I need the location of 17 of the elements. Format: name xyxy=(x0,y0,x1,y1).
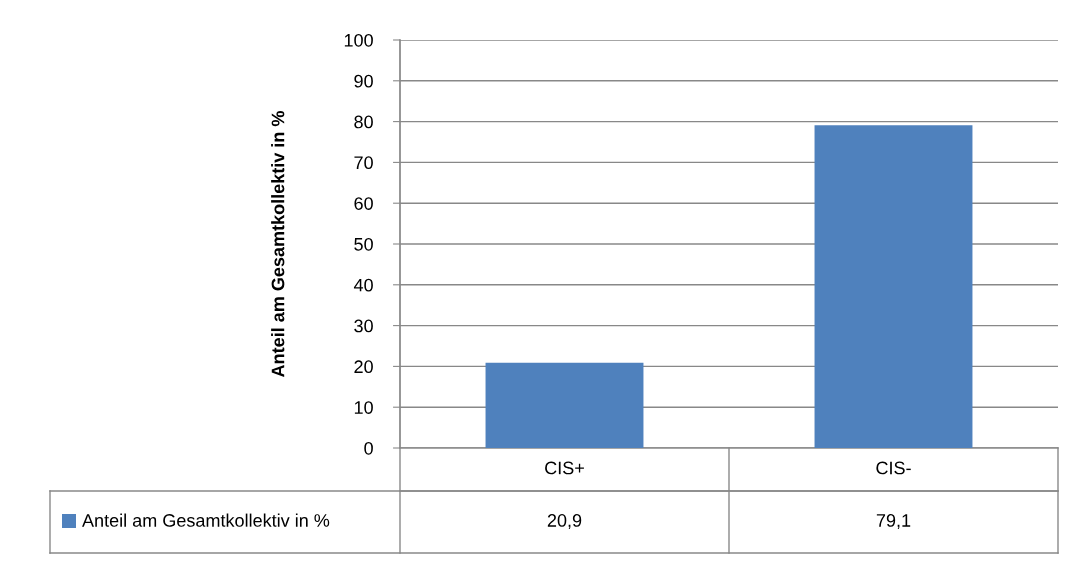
y-tick-label: 0 xyxy=(364,441,373,455)
y-tick-label: 20 xyxy=(354,360,373,374)
data-label: 79,1 xyxy=(876,514,911,529)
y-tick-label: 60 xyxy=(354,197,373,210)
y-tick-label: 10 xyxy=(354,401,373,414)
y-tick-label: 80 xyxy=(354,115,373,129)
y-tick-label: 90 xyxy=(354,74,373,88)
data-label: 20,9 xyxy=(547,514,582,529)
y-tick-label: 50 xyxy=(354,237,373,251)
y-axis-title: Anteil am Gesamtkollektiv in % xyxy=(271,111,285,377)
x-tick-label: CIS- xyxy=(876,461,911,475)
y-tick-label: 100 xyxy=(344,33,373,47)
y-tick-label: 30 xyxy=(354,319,373,333)
legend-label: Anteil am Gesamtkollektiv in % xyxy=(82,513,330,527)
x-tick-label: CIS+ xyxy=(545,461,584,475)
y-tick-label: 70 xyxy=(354,156,373,170)
y-tick-label: 40 xyxy=(353,278,373,292)
